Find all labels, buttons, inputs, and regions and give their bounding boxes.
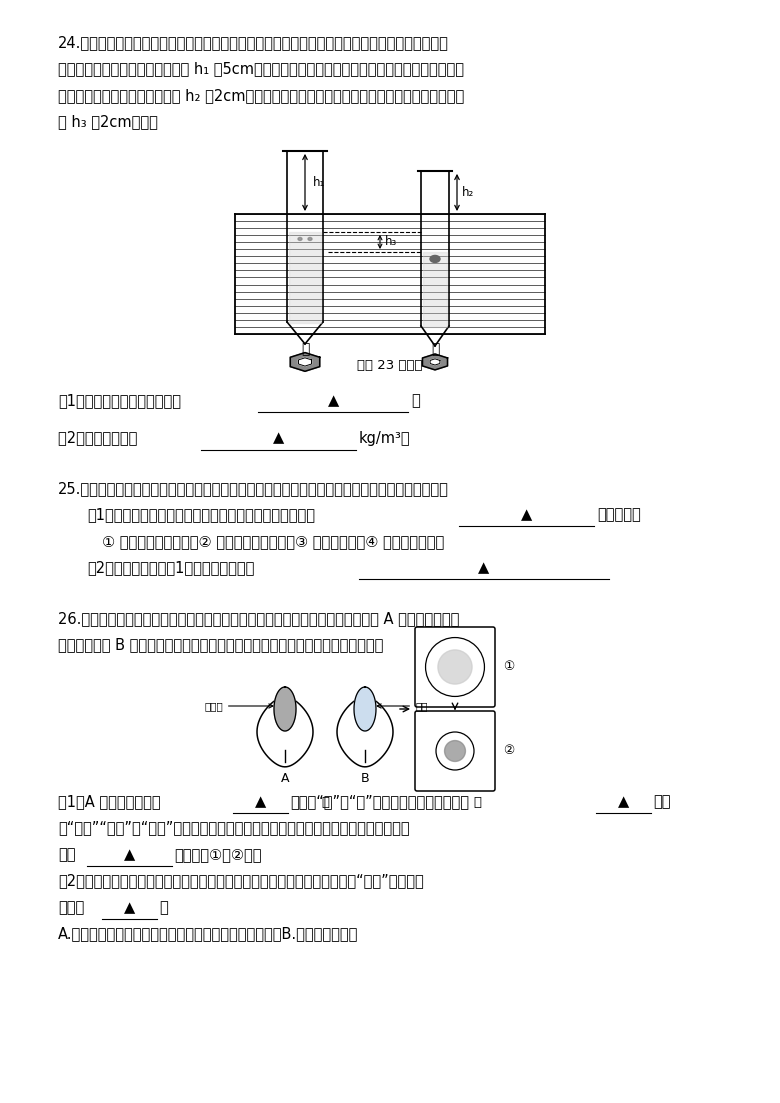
- Text: 清水: 清水: [377, 702, 427, 711]
- Text: （第 23 题图）: （第 23 题图）: [357, 358, 423, 372]
- Text: 差 h₃ 为2cm。则：: 差 h₃ 为2cm。则：: [58, 115, 158, 129]
- Text: （1）A 萸卜洞里的水变: （1）A 萸卜洞里的水变: [58, 794, 161, 808]
- Text: h₃: h₃: [385, 235, 397, 248]
- Ellipse shape: [445, 740, 466, 761]
- Text: 。: 。: [159, 900, 168, 915]
- Polygon shape: [274, 687, 296, 731]
- Text: （选填“多”或“少”），这是因为盐水的浓度: （选填“多”或“少”），这是因为盐水的浓度: [290, 794, 469, 808]
- Text: B: B: [360, 772, 369, 784]
- Text: 浓盐水: 浓盐水: [204, 702, 273, 711]
- Text: 26.　按如图的方法，取两个相同的萸卜，各从顶端向下挖一个大小相同的洞，在 A 萸卜洞内装上浓: 26. 按如图的方法，取两个相同的萸卜，各从顶端向下挖一个大小相同的洞，在 A …: [58, 611, 459, 625]
- Ellipse shape: [438, 650, 472, 684]
- Ellipse shape: [430, 256, 440, 263]
- Text: 乙: 乙: [473, 796, 481, 808]
- Text: kg/m³。: kg/m³。: [359, 430, 410, 446]
- Text: 水中静止时，试管露出水面的高度 h₁ 为5cm，如图甲所示；在试管中轻轻放入小石块，此装置在水: 水中静止时，试管露出水面的高度 h₁ 为5cm，如图甲所示；在试管中轻轻放入小石…: [58, 62, 464, 76]
- Text: ▲: ▲: [618, 794, 629, 808]
- Text: A: A: [281, 772, 289, 784]
- Polygon shape: [337, 697, 393, 767]
- Text: ▲: ▲: [255, 794, 266, 808]
- Text: （选: （选: [654, 794, 671, 808]
- Text: ▲: ▲: [273, 430, 284, 446]
- Ellipse shape: [298, 237, 302, 240]
- Text: 填“大于”“小于”或“等于”）萸卜细胞液的浓度导致的，此时细胞发生了如图乙中所示的: 填“大于”“小于”或“等于”）萸卜细胞液的浓度导致的，此时细胞发生了如图乙中所示…: [58, 821, 410, 835]
- Text: 甲: 甲: [301, 342, 309, 356]
- Text: 甲: 甲: [321, 796, 329, 808]
- Polygon shape: [354, 687, 376, 731]
- Polygon shape: [423, 354, 448, 370]
- Ellipse shape: [308, 237, 312, 240]
- Text: ②: ②: [503, 745, 514, 758]
- Text: ▲: ▲: [124, 847, 135, 863]
- Text: （填选项）: （填选项）: [597, 507, 640, 523]
- Text: （1）在整个下落过程中，雨滴在竖直方向上的运动情况是: （1）在整个下落过程中，雨滴在竖直方向上的运动情况是: [87, 507, 315, 523]
- Text: A.　土壤溶液浓度过大，根细胞失水　　　　　　　　　B.　土壤温度太高: A. 土壤溶液浓度过大，根细胞失水 B. 土壤温度太高: [58, 927, 358, 942]
- Text: ①: ①: [503, 661, 514, 674]
- Text: 乙: 乙: [431, 342, 439, 356]
- Text: 24.　小明用装有适量水的薄壁小试管、螺母和细线制成一个测量小石块密度的装置。将此装置放入: 24. 小明用装有适量水的薄壁小试管、螺母和细线制成一个测量小石块密度的装置。将…: [58, 35, 448, 50]
- Polygon shape: [257, 697, 313, 767]
- Text: （1）小试管所受浮力的方向为: （1）小试管所受浮力的方向为: [58, 394, 181, 408]
- Polygon shape: [290, 353, 320, 372]
- Text: ▲: ▲: [328, 394, 339, 408]
- Text: 盐水，在 B 萸卜洞内装上等量的清水，过一段时间后观察萸卜洞内水的变化。: 盐水，在 B 萸卜洞内装上等量的清水，过一段时间后观察萸卜洞内水的变化。: [58, 638, 384, 652]
- Text: （2）石块的密度为: （2）石块的密度为: [58, 430, 142, 446]
- Text: 变化: 变化: [58, 847, 76, 863]
- Polygon shape: [430, 358, 440, 365]
- Polygon shape: [289, 232, 321, 323]
- Polygon shape: [299, 357, 311, 366]
- Text: h₁: h₁: [313, 176, 325, 189]
- Text: ▲: ▲: [123, 900, 135, 915]
- Text: h₂: h₂: [462, 186, 474, 199]
- Text: （2）根据以上现象，我们可以解释农业生产中一次施肆过多，会造成水稻的“烧苗”现象，这: （2）根据以上现象，我们可以解释农业生产中一次施肆过多，会造成水稻的“烧苗”现象…: [58, 874, 424, 889]
- Text: （填序号①或②）。: （填序号①或②）。: [174, 847, 261, 863]
- Text: ；: ；: [411, 394, 420, 408]
- Text: ▲: ▲: [478, 560, 489, 576]
- Text: ① 先加速，后减速　　② 先加速，后匀速　　③ 一直匀速　　④ 先减速，后匀速: ① 先加速，后减速 ② 先加速，后匀速 ③ 一直匀速 ④ 先减速，后匀速: [101, 534, 444, 549]
- Text: 中静止时，试管露出水面的高度 h₂ 为2cm，如图乙所示。已知小石块放入试管前后，试管中的液面: 中静止时，试管露出水面的高度 h₂ 为2cm，如图乙所示。已知小石块放入试管前后…: [58, 88, 464, 103]
- Polygon shape: [423, 251, 447, 326]
- Text: 25.雨滴自高空由静止开始落下，已知雨滴在下落过程中所受的空气鸢力随其运动速度增大而增大。: 25.雨滴自高空由静止开始落下，已知雨滴在下落过程中所受的空气鸢力随其运动速度增…: [58, 481, 448, 496]
- Text: （2）简述造成上述（1）中现象的原因是: （2）简述造成上述（1）中现象的原因是: [87, 560, 254, 576]
- Text: 是因为: 是因为: [58, 900, 84, 915]
- Text: ▲: ▲: [520, 507, 532, 523]
